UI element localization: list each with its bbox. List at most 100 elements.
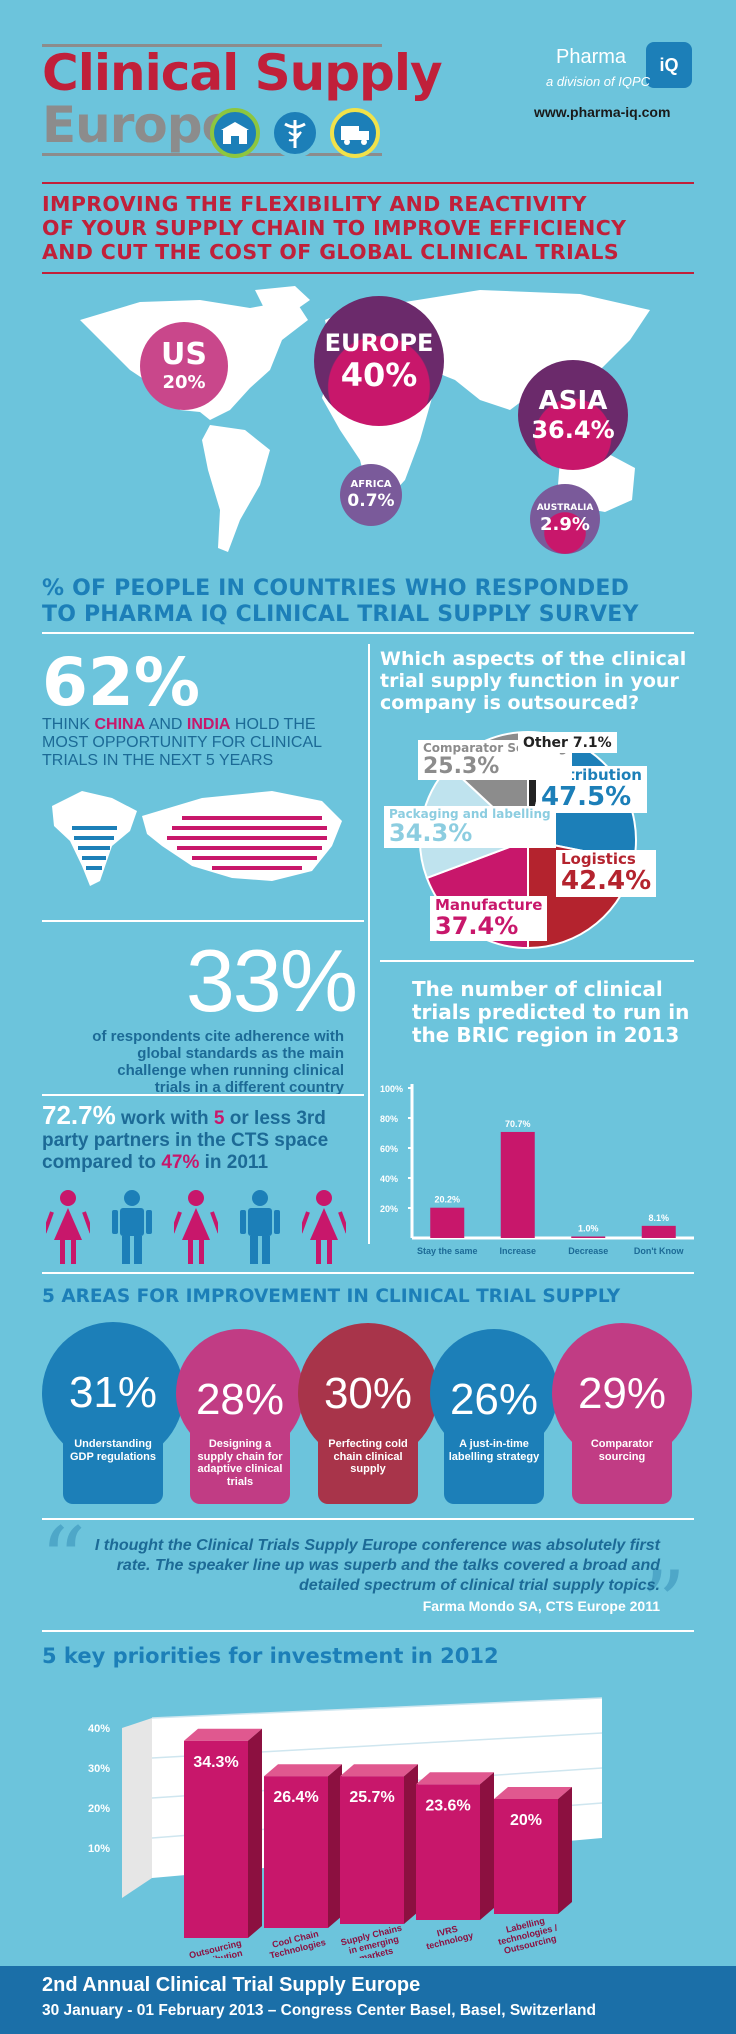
invest-gridline — [151, 1697, 603, 1719]
stat-72-t1: work with — [115, 1108, 214, 1129]
area-label-4: Comparator sourcing — [572, 1428, 672, 1504]
logo-bottom-rule — [42, 153, 382, 156]
pie-title: Which aspects of the clinical trial supp… — [380, 648, 687, 714]
pie-label-value: 25.3% — [423, 753, 500, 779]
stat-62-and: AND — [145, 716, 187, 733]
footer-line1: 2nd Annual Clinical Trial Supply Europe — [42, 1974, 421, 1996]
center-divider-top — [368, 644, 370, 1244]
stat-62-post: HOLD THE MOST OPPORTUNITY FOR CLINICAL T… — [42, 716, 322, 769]
bric-value-label: 70.7% — [505, 1119, 531, 1129]
map-caption-line-2: TO PHARMA IQ CLINICAL TRIAL SUPPLY SURVE… — [42, 602, 639, 627]
bric-bar-chart: 20% 40% 60% 80% 100% 20.2% Stay the same 70.7% I… — [380, 1084, 694, 1256]
warehouse-icon — [210, 108, 260, 158]
truck-icon — [330, 108, 380, 158]
area-label-0: Understanding GDP regulations — [63, 1428, 163, 1504]
invest-ytick-label: 40% — [88, 1723, 110, 1735]
invest-ytick-label: 30% — [88, 1763, 110, 1775]
pie-label-value: 47.5% — [541, 781, 632, 812]
map-divider — [42, 632, 694, 634]
headline-line-3: AND CUT THE COST OF GLOBAL CLINICAL TRIA… — [42, 240, 619, 264]
invest-bar-side-2 — [404, 1764, 418, 1924]
bric-value-label: 20.2% — [434, 1195, 460, 1205]
bric-category-label: Stay the same — [417, 1246, 478, 1256]
area-value: 28% — [195, 1375, 285, 1424]
stat-62-value: 62% — [42, 644, 200, 721]
stat-72-value: 72.7% — [42, 1100, 116, 1130]
brand-badge: iQ — [646, 42, 692, 88]
man-icon — [110, 1190, 154, 1266]
area-label-1: Designing a supply chain for adaptive cl… — [190, 1428, 290, 1504]
stat-62-pre: THINK — [42, 716, 95, 733]
bric-bar-1 — [500, 1131, 535, 1238]
bric-category-label: Decrease — [568, 1246, 608, 1256]
quote-text: I thought the Clinical Trials Supply Eur… — [94, 1537, 660, 1594]
brand-badge-text: iQ — [659, 54, 679, 75]
invest-value-label: 20% — [510, 1812, 542, 1829]
region-asia-name: ASIA — [538, 386, 608, 416]
invest-bar-2 — [340, 1776, 404, 1924]
investment-title: 5 key priorities for investment in 2012 — [42, 1644, 499, 1668]
invest-bar-side-3 — [480, 1772, 494, 1920]
area-label-2: Perfecting cold chain clinical supply — [318, 1428, 418, 1504]
invest-category-label: OutsourcingDistributionand Logistics — [188, 1938, 249, 1958]
quote-attribution: Farma Mondo SA, CTS Europe 2011 — [422, 1598, 660, 1614]
area-label-3: A just-in-time labelling strategy — [444, 1428, 544, 1504]
pie-label-name: Packaging and labelling — [389, 807, 551, 821]
stat-33-text: of respondents cite adherence with globa… — [92, 1028, 344, 1096]
area-value: 29% — [577, 1369, 667, 1418]
headline-top-rule — [42, 182, 694, 184]
area-value: 26% — [449, 1375, 539, 1424]
pie-label-name: Manufacture — [435, 896, 543, 914]
area-value: 31% — [68, 1368, 158, 1417]
map-south-america — [202, 425, 270, 552]
brand-name: Pharma — [556, 46, 627, 68]
stat-33-divider — [42, 1094, 364, 1096]
pie-label-name: Other — [523, 735, 573, 751]
caduceus-icon — [270, 108, 320, 158]
region-australia-name: AUSTRALIA — [536, 503, 594, 513]
areas-top-divider — [42, 1272, 694, 1274]
headline-bottom-rule — [42, 272, 694, 274]
invest-value-label: 25.7% — [349, 1789, 394, 1806]
bric-ytick-label: 80% — [380, 1114, 398, 1124]
invest-category-line: IVRS — [436, 1924, 459, 1939]
invest-bar-3 — [416, 1784, 480, 1920]
logo-line1: Clinical Supply — [42, 44, 443, 102]
invest-bar-side-4 — [558, 1787, 572, 1914]
region-bubble-us: US 20% — [140, 322, 228, 410]
stat-72-47: 47% — [161, 1152, 200, 1173]
india-people-pattern — [72, 826, 117, 870]
logo-line2: Europe — [42, 96, 235, 154]
quote-close-icon: ” — [640, 1552, 687, 1657]
bric-value-label: 1.0% — [578, 1224, 599, 1234]
bric-category-label: Don't Know — [634, 1246, 685, 1256]
headline-line-1: IMPROVING THE FLEXIBILITY AND REACTIVITY — [42, 192, 587, 216]
quote-top-divider — [42, 1518, 694, 1520]
brand-url[interactable]: www.pharma-iq.com — [534, 104, 671, 120]
bric-ytick-label: 20% — [380, 1204, 398, 1214]
pie-label-value: 34.3% — [389, 818, 473, 847]
bric-ytick-label: 100% — [380, 1084, 403, 1094]
area-value: 30% — [323, 1369, 413, 1418]
invest-bar-top-0 — [184, 1728, 262, 1741]
bric-category-label: Increase — [499, 1246, 536, 1256]
invest-value-label: 34.3% — [193, 1754, 238, 1771]
invest-bar-top-4 — [494, 1787, 572, 1799]
region-australia-value: 2.9% — [540, 514, 590, 535]
region-us-name: US — [161, 337, 207, 372]
quote-bottom-divider — [42, 1630, 694, 1632]
man-icon — [238, 1190, 282, 1266]
mid-divider-right — [380, 960, 694, 962]
region-bubble-australia: AUSTRALIA 2.9% — [530, 484, 600, 554]
invest-bar-top-1 — [264, 1764, 342, 1777]
region-bubble-africa: AFRICA 0.7% — [340, 464, 402, 526]
region-us-value: 20% — [162, 372, 206, 393]
invest-bar-0 — [184, 1740, 248, 1938]
investment-bar-chart: 10% 20% 30% 40% 34.3% OutsourcingDistribution… — [88, 1697, 603, 1958]
woman-icon — [42, 1190, 94, 1266]
region-africa-value: 0.7% — [347, 491, 395, 511]
stat-62-china: CHINA — [94, 716, 146, 733]
